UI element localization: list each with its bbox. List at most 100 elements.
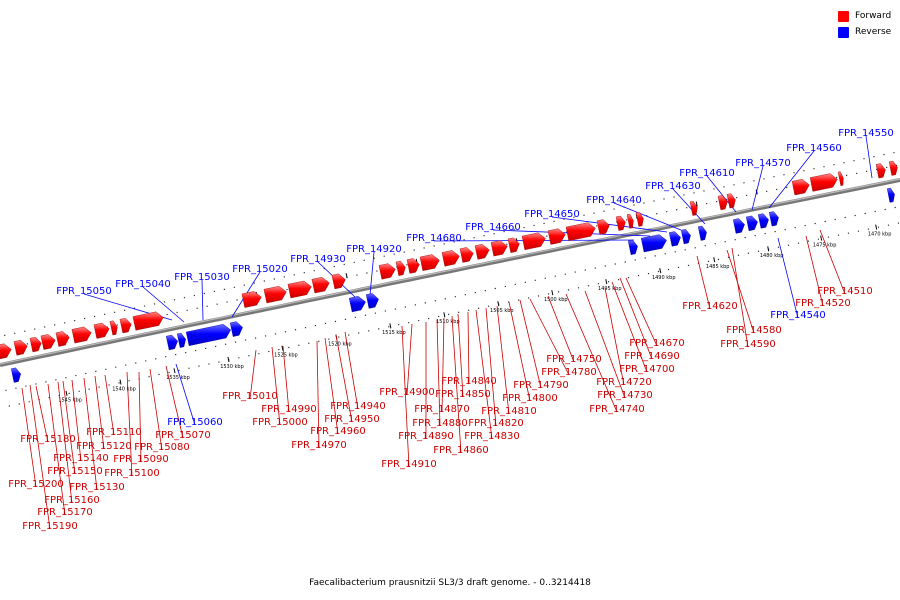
scale-tick-label: 1490 kbp (652, 275, 676, 281)
forward-gene-label: FPR_15140 (53, 453, 109, 464)
leader-line (604, 287, 625, 386)
backbone-highlight (0, 178, 900, 365)
forward-gene-label: FPR_14900 (379, 387, 435, 398)
leader-line (436, 319, 441, 427)
forward-gene-arrow (689, 200, 698, 216)
leader-line (529, 298, 570, 376)
legend-reverse-label: Reverse (855, 27, 892, 37)
forward-gene-arrow (263, 285, 287, 304)
reverse-gene-arrow (745, 215, 758, 232)
forward-gene-label: FPR_15010 (222, 391, 278, 402)
leader-line (324, 337, 339, 435)
forward-gene-label: FPR_15000 (252, 417, 308, 428)
forward-gene-label: FPR_14840 (441, 376, 497, 387)
forward-gene-arrow (119, 317, 132, 334)
leader-line (805, 235, 824, 307)
scale-tick (443, 312, 446, 318)
leader-line (619, 277, 653, 360)
forward-gene-arrow (287, 280, 312, 299)
forward-gene-label: FPR_14790 (513, 380, 569, 391)
reverse-gene-label: FPR_15060 (167, 417, 223, 428)
leader-line (282, 345, 290, 413)
reverse-gene-label: FPR_14550 (838, 128, 894, 139)
forward-gene-label: FPR_14720 (596, 377, 652, 388)
forward-gene-arrow (13, 339, 28, 356)
reverse-gene-arrow (640, 234, 667, 253)
forward-gene-label: FPR_14880 (412, 418, 468, 429)
leader-line (83, 377, 98, 491)
leader-line (406, 323, 413, 396)
scale-tick (119, 379, 122, 385)
forward-gene-arrow (459, 247, 474, 263)
leader-line (731, 247, 749, 348)
forward-gene-label: FPR_14960 (310, 426, 366, 437)
forward-gene-label: FPR_14830 (464, 431, 520, 442)
leader-line (35, 385, 49, 443)
forward-gene-label: FPR_14510 (817, 286, 873, 297)
leader-line (551, 216, 668, 233)
forward-gene-label: FPR_14910 (381, 459, 437, 470)
leader-line (451, 315, 462, 454)
reverse-gene-label: FPR_14680 (406, 233, 462, 244)
forward-gene-label: FPR_14950 (324, 414, 380, 425)
leader-line (62, 380, 76, 475)
forward-gene-label: FPR_15100 (104, 468, 160, 479)
forward-gene-arrow (40, 334, 56, 350)
reverse-gene-label: FPR_14560 (786, 143, 842, 154)
forward-gene-label: FPR_14750 (546, 354, 602, 365)
forward-gene-arrow (55, 331, 70, 347)
leader-line (149, 368, 163, 451)
forward-gene-label: FPR_14590 (720, 339, 776, 350)
leader-line (71, 379, 82, 462)
leader-line (496, 305, 510, 415)
reverse-gene-label: FPR_14570 (735, 158, 791, 169)
leader-line (21, 387, 37, 488)
leader-line (777, 237, 799, 319)
forward-gene-label: FPR_15110 (86, 427, 142, 438)
leader-line (613, 202, 682, 231)
leader-line (142, 286, 185, 323)
reverse-gene-label: FPR_15030 (174, 272, 230, 283)
forward-gene-arrow (809, 173, 838, 192)
reverse-gene-arrow (697, 225, 707, 241)
forward-tick (695, 201, 698, 207)
forward-gene-label: FPR_14580 (726, 325, 782, 336)
leader-line (696, 255, 711, 310)
forward-gene-label: FPR_14700 (619, 364, 675, 375)
forward-gene-label: FPR_14940 (330, 401, 386, 412)
forward-gene-label: FPR_15090 (113, 454, 169, 465)
forward-gene-label: FPR_14990 (261, 404, 317, 415)
scale-tick-label: 1475 kbp (813, 242, 837, 248)
forward-gene-arrow (71, 326, 92, 344)
forward-gene-arrow (547, 228, 566, 245)
leader-line (29, 384, 51, 530)
scale-tick-label: 1515 kbp (382, 330, 406, 336)
leader-line (457, 313, 464, 398)
reverse-gene-label: FPR_14540 (770, 310, 826, 321)
forward-gene-label: FPR_15070 (155, 430, 211, 441)
scale-tick-label: 1510 kbp (436, 319, 460, 325)
map-caption: Faecalibacterium prausnitzii SL3/3 draft… (309, 578, 591, 588)
leader-line (104, 374, 115, 436)
forward-gene-arrow (395, 260, 406, 276)
reverse-gene-label: FPR_15050 (56, 286, 112, 297)
reverse-gene-label: FPR_14660 (465, 222, 521, 233)
reverse-gene-arrow (348, 296, 366, 313)
scale-tick (173, 368, 176, 374)
forward-gene-label: FPR_15180 (20, 434, 76, 445)
leader-line (369, 251, 375, 296)
forward-gene-arrow (419, 254, 440, 271)
forward-gene-arrow (474, 243, 490, 260)
reverse-track-dots-inner (5, 205, 900, 391)
leader-line (485, 307, 497, 427)
leader-line (751, 165, 764, 211)
forward-gene-arrow (406, 258, 420, 274)
leader-line (94, 375, 105, 450)
leader-line (271, 346, 281, 426)
scale-tick-label: 1525 kbp (274, 353, 298, 359)
forward-gene-label: FPR_15130 (69, 482, 125, 493)
forward-gene-label: FPR_14670 (629, 338, 685, 349)
forward-gene-arrow (565, 222, 596, 242)
scale-tick-label: 1495 kbp (598, 286, 622, 292)
